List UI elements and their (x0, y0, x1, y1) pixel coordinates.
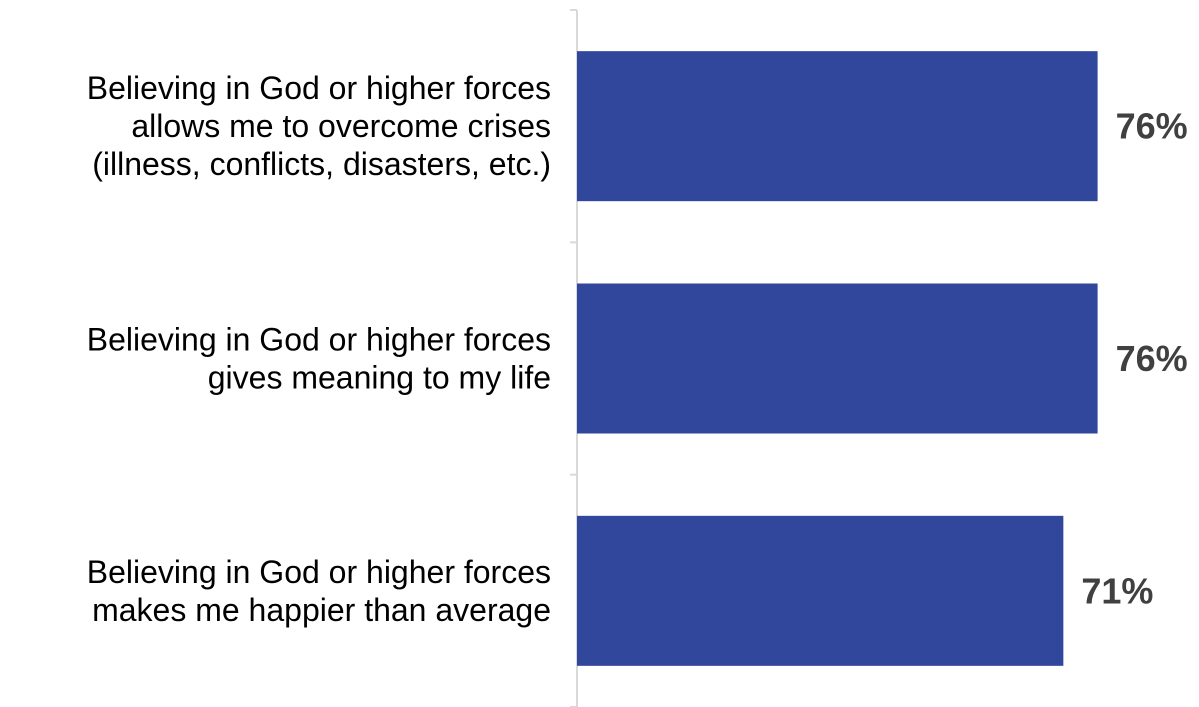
category-label-3: Believing in God or higher forces makes m… (87, 554, 551, 628)
category-label-line: gives meaning to my life (208, 360, 551, 396)
bar-3 (577, 515, 1064, 666)
labels: 76%Believing in God or higher forces allo… (87, 70, 1188, 628)
value-label-2: 76% (1116, 338, 1188, 379)
category-label-1: Believing in God or higher forces allows … (87, 70, 551, 182)
category-label-line: Believing in God or higher forces (87, 70, 551, 106)
bar-1 (577, 51, 1098, 202)
category-label-line: (illness, conflicts, disasters, etc.) (92, 146, 551, 182)
value-label-1: 76% (1116, 106, 1188, 147)
category-label-line: Believing in God or higher forces (87, 322, 551, 358)
bar-2 (577, 283, 1098, 434)
axis-layer (570, 9, 578, 707)
value-label-3: 71% (1081, 570, 1153, 611)
bars (577, 51, 1098, 666)
category-label-2: Believing in God or higher forces gives m… (87, 322, 551, 396)
category-label-line: makes me happier than average (92, 592, 551, 628)
category-label-line: Believing in God or higher forces (87, 554, 551, 590)
category-label-line: allows me to overcome crises (131, 108, 551, 144)
